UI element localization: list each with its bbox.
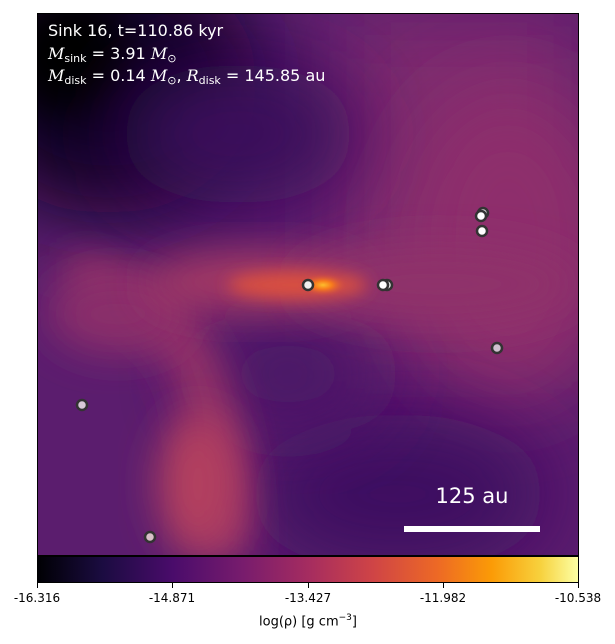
sink-mass: Msink = 3.91 M⊙ xyxy=(48,44,177,65)
sink-title: Sink 16, t=110.86 kyr xyxy=(48,21,224,40)
colorbar-tick-label: -16.316 xyxy=(13,591,61,605)
disk-properties: Mdisk = 0.14 M⊙, Rdisk = 145.85 au xyxy=(48,66,326,87)
colorbar-tick xyxy=(172,583,173,588)
colorbar-tick xyxy=(443,583,444,588)
colorbar-tick xyxy=(37,583,38,588)
colorbar-tick xyxy=(578,583,579,588)
density-field xyxy=(38,14,578,555)
colorbar-tick-label: -11.982 xyxy=(419,591,467,605)
colorbar xyxy=(37,556,579,583)
colorbar-tick-label: -14.871 xyxy=(148,591,196,605)
colorbar-tick xyxy=(308,583,309,588)
colorbar-label: log(ρ) [g cm−3] xyxy=(259,613,357,630)
scale-bar-label: 125 au xyxy=(435,484,509,508)
colorbar-tick-label: -10.538 xyxy=(554,591,602,605)
density-map-panel: Sink 16, t=110.86 kyr Msink = 3.91 M⊙ Md… xyxy=(37,13,579,556)
colorbar-tick-label: -13.427 xyxy=(284,591,332,605)
